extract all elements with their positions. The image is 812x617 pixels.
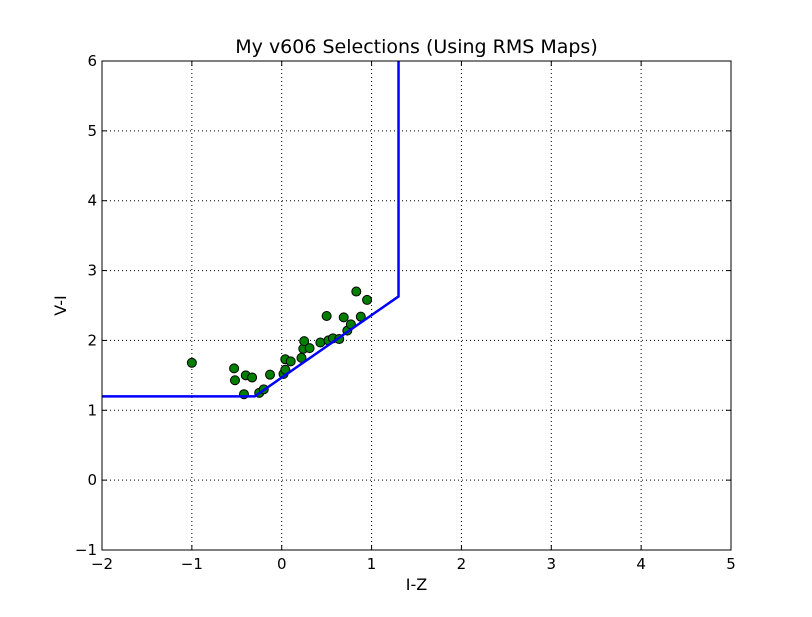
x-tick-label: 5 [726,555,736,573]
data-point [304,343,315,354]
x-tick-label: 3 [547,555,557,573]
x-tick-label: −1 [181,555,203,573]
y-tick-label: 2 [87,331,97,349]
data-point [362,294,373,305]
data-point [299,336,310,347]
data-point [338,312,349,323]
y-tick-label: 4 [87,192,97,210]
x-tick-label: 2 [457,555,467,573]
data-point [315,337,326,348]
chart-title: My v606 Selections (Using RMS Maps) [235,36,597,58]
y-tick-label: 3 [87,262,97,280]
selection-boundary-line [102,61,400,398]
data-point [265,369,276,380]
y-axis-title: V-I [51,295,70,316]
x-tick-label: 0 [277,555,287,573]
grid-lines [102,61,731,550]
y-tick-label: 0 [87,471,97,489]
y-tick-label: −1 [75,541,97,559]
data-series [102,61,400,400]
data-point [229,375,240,386]
x-tick-label: −2 [91,555,113,573]
y-tick-label: 5 [87,122,97,140]
data-point [351,286,362,297]
data-point [186,357,197,368]
x-axis-title: I-Z [406,575,427,594]
data-point [321,310,332,321]
x-tick-label: 1 [367,555,377,573]
plot-background [102,61,731,550]
y-tick-label: 1 [87,401,97,419]
x-tick-label: 4 [636,555,646,573]
data-point [285,356,296,367]
data-point [229,363,240,374]
data-point [247,372,258,383]
y-tick-label: 6 [87,52,97,70]
plot-frame [101,60,732,551]
